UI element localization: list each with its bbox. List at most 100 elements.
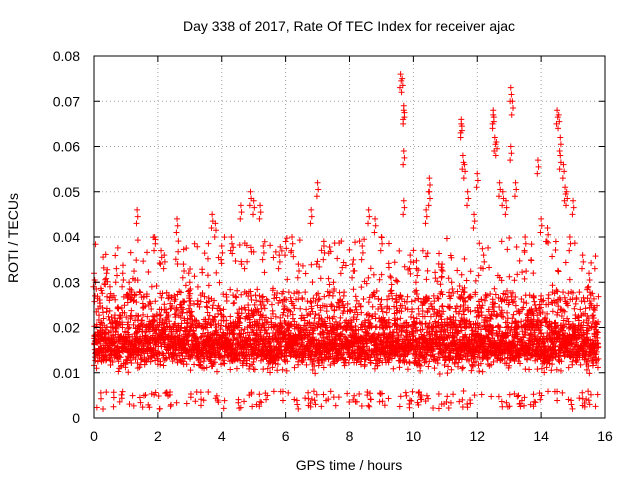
data-point <box>241 352 248 359</box>
data-point <box>444 393 451 400</box>
data-point <box>350 286 357 293</box>
data-point <box>528 241 535 248</box>
data-point <box>327 362 334 369</box>
data-point <box>143 291 150 298</box>
data-point <box>315 290 322 297</box>
data-point <box>221 234 228 241</box>
data-point <box>193 335 200 342</box>
data-point <box>173 229 180 236</box>
data-point <box>413 257 420 264</box>
data-point <box>200 358 207 365</box>
data-point <box>592 403 599 410</box>
data-point <box>559 389 566 396</box>
data-point <box>263 319 270 326</box>
data-point <box>445 363 452 370</box>
data-point <box>160 362 167 369</box>
data-point <box>523 268 530 275</box>
data-point <box>284 358 291 365</box>
data-point <box>339 298 346 305</box>
data-point <box>284 312 291 319</box>
data-point <box>228 240 235 247</box>
data-point <box>148 306 155 313</box>
data-point <box>134 206 141 213</box>
data-point <box>116 398 123 405</box>
data-point <box>194 335 201 342</box>
data-point <box>555 268 562 275</box>
data-point <box>373 288 380 295</box>
data-point <box>98 395 105 402</box>
data-point <box>146 328 153 335</box>
data-point <box>264 365 271 372</box>
data-point <box>325 396 332 403</box>
data-point <box>571 305 578 312</box>
data-point <box>199 266 206 273</box>
data-point <box>361 361 368 368</box>
data-point <box>345 359 352 366</box>
data-point <box>585 397 592 404</box>
data-point <box>137 289 144 296</box>
data-point <box>237 202 244 209</box>
data-point <box>130 321 137 328</box>
data-point <box>256 215 263 222</box>
data-point <box>218 322 225 329</box>
data-point <box>423 276 430 283</box>
data-point <box>297 305 304 312</box>
data-point <box>376 276 383 283</box>
data-point <box>223 298 230 305</box>
data-point <box>327 388 334 395</box>
data-point <box>200 397 207 404</box>
data-point <box>213 392 220 399</box>
data-point <box>248 390 255 397</box>
data-point <box>181 355 188 362</box>
data-point <box>308 261 315 268</box>
data-point <box>104 293 111 300</box>
data-point <box>113 325 120 332</box>
data-point <box>471 392 478 399</box>
data-point <box>126 324 133 331</box>
data-point <box>289 234 296 240</box>
data-point <box>188 312 195 319</box>
data-point <box>125 325 132 332</box>
data-point <box>139 404 146 411</box>
data-point <box>148 283 155 290</box>
data-point <box>106 307 113 314</box>
data-point <box>261 238 268 245</box>
data-point <box>260 366 267 373</box>
data-point <box>560 289 567 296</box>
data-point <box>115 358 122 365</box>
data-point <box>582 305 589 312</box>
data-point <box>232 293 239 300</box>
data-point <box>245 301 252 308</box>
data-point <box>180 261 187 268</box>
data-point <box>220 291 227 298</box>
data-point <box>307 403 314 410</box>
data-point <box>379 308 386 315</box>
data-point <box>479 368 486 375</box>
data-point <box>214 368 221 375</box>
data-point <box>101 353 108 360</box>
data-point <box>334 357 341 364</box>
data-point <box>385 260 392 267</box>
data-point <box>407 313 414 320</box>
data-point <box>329 350 336 357</box>
data-point <box>344 300 351 307</box>
data-point <box>136 340 143 347</box>
data-point <box>190 328 197 335</box>
data-point <box>240 330 247 337</box>
data-point <box>295 405 302 412</box>
data-point <box>268 301 275 308</box>
data-point <box>279 388 286 395</box>
data-point <box>545 388 552 395</box>
data-point <box>205 240 212 247</box>
data-point <box>136 288 143 295</box>
data-point <box>410 247 417 254</box>
data-point <box>119 388 126 395</box>
data-point <box>186 287 193 294</box>
data-point <box>370 271 377 278</box>
data-point <box>518 318 525 325</box>
data-point <box>365 402 372 409</box>
data-point <box>268 315 275 322</box>
data-point <box>220 313 227 320</box>
data-point <box>239 362 246 369</box>
data-point <box>511 277 518 284</box>
